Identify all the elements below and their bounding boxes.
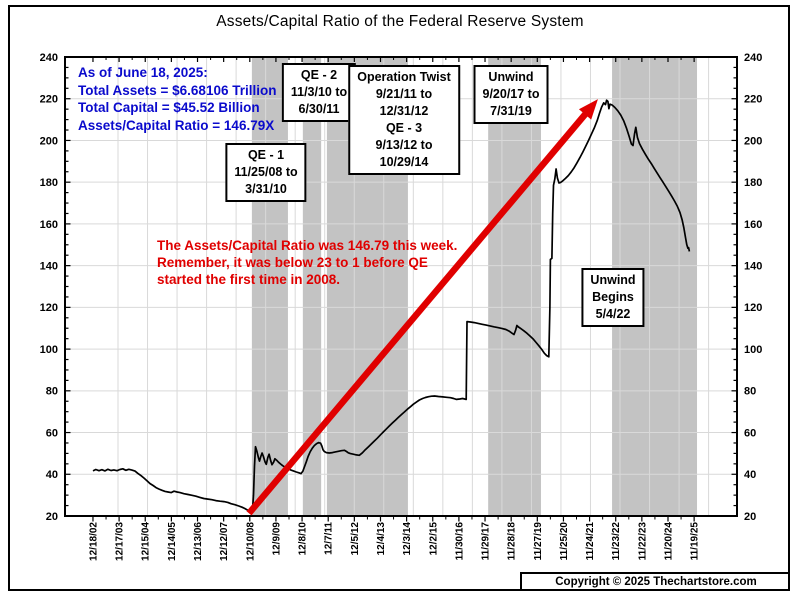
- annotation-line: Operation Twist: [357, 70, 451, 84]
- y-tick-label-left: 100: [40, 344, 58, 356]
- annotation-line: Begins: [592, 290, 634, 304]
- annotation-line: Unwind: [590, 273, 636, 287]
- info-line: As of June 18, 2025:: [78, 65, 208, 80]
- x-tick-label: 12/13/06: [193, 522, 204, 561]
- x-tick-label: 11/28/18: [507, 522, 518, 561]
- x-tick-label: 11/29/17: [481, 522, 492, 561]
- x-tick-label: 11/22/23: [637, 522, 648, 561]
- trend-arrow-shaft: [246, 109, 591, 516]
- y-tick-label-left: 240: [40, 52, 58, 64]
- annotation-box-qe1: QE - 1 11/25/08 to 3/31/10: [225, 143, 307, 202]
- y-tick-label-left: 140: [40, 260, 58, 272]
- y-tick-label-left: 200: [40, 135, 58, 147]
- info-line: Total Capital = $45.52 Billion: [78, 100, 260, 115]
- annotation-line: 11/3/10 to: [290, 85, 348, 99]
- y-tick-label-right: 20: [744, 511, 756, 523]
- qe-band-qe1: [251, 57, 288, 516]
- annotation-line: 5/4/22: [595, 307, 631, 321]
- annotation-line: 9/13/12 to: [375, 138, 433, 152]
- info-line: Assets/Capital Ratio = 146.79X: [78, 117, 275, 133]
- x-tick-label: 11/30/16: [454, 522, 465, 561]
- y-tick-label-left: 20: [46, 511, 58, 523]
- note-block: The Assets/Capital Ratio was 146.79 this…: [157, 237, 457, 288]
- qe-band-unwind1: [488, 57, 541, 516]
- x-tick-label: 11/27/19: [533, 522, 544, 561]
- x-tick-label: 12/4/13: [376, 522, 387, 556]
- x-tick-label: 12/5/12: [350, 522, 361, 556]
- x-tick-label: 11/25/20: [559, 522, 570, 561]
- annotation-line: 10/29/14: [379, 155, 429, 169]
- annotation-box-operation-twist: Operation Twist 9/21/11 to 12/31/12 QE -…: [348, 65, 460, 175]
- annotation-box-unwind-1: Unwind 9/20/17 to 7/31/19: [473, 65, 549, 124]
- y-tick-label-right: 220: [744, 94, 762, 106]
- annotation-line: 3/31/10: [245, 182, 287, 196]
- info-block: As of June 18, 2025: Total Assets = $6.6…: [78, 64, 276, 134]
- annotation-line: 12/31/12: [379, 104, 429, 118]
- y-tick-label-right: 40: [744, 469, 756, 481]
- y-tick-label-left: 80: [46, 386, 58, 398]
- x-tick-label: 11/24/21: [585, 522, 596, 561]
- x-tick-label: 12/18/02: [88, 522, 99, 561]
- x-tick-label: 12/14/05: [167, 522, 178, 561]
- x-tick-label: 11/20/24: [663, 522, 674, 561]
- x-tick-label: 12/17/03: [115, 522, 126, 561]
- info-line: Total Assets = $6.68106 Trillion: [78, 82, 277, 98]
- x-tick-label: 12/8/10: [298, 522, 309, 556]
- note-line: started the first time in 2008.: [157, 272, 341, 287]
- y-tick-label-right: 140: [744, 260, 762, 272]
- x-tick-label: 11/19/25: [690, 522, 701, 561]
- annotation-line: 9/21/11 to: [375, 87, 433, 101]
- y-tick-label-left: 40: [46, 469, 58, 481]
- annotation-line: QE - 2: [300, 68, 338, 82]
- annotation-line: 9/20/17 to: [482, 87, 540, 101]
- x-tick-label: 12/15/04: [141, 522, 152, 561]
- annotation-line: QE - 1: [247, 148, 285, 162]
- y-tick-label-left: 220: [40, 94, 58, 106]
- y-tick-label-left: 120: [40, 302, 58, 314]
- copyright: Copyright © 2025 Thechartstore.com: [520, 572, 790, 591]
- note-line: Remember, it was below 23 to 1 before QE: [157, 255, 428, 270]
- y-tick-label-left: 180: [40, 177, 58, 189]
- x-tick-label: 12/10/08: [245, 522, 256, 561]
- annotation-box-qe2: QE - 2 11/3/10 to 6/30/11: [281, 63, 357, 122]
- outer-border: [8, 5, 790, 591]
- annotation-line: 7/31/19: [490, 104, 532, 118]
- x-tick-label: 12/12/07: [219, 522, 230, 561]
- chart-title: Assets/Capital Ratio of the Federal Rese…: [216, 13, 584, 30]
- x-tick-label: 12/2/15: [428, 522, 439, 556]
- y-tick-label-right: 180: [744, 177, 762, 189]
- annotation-line: 6/30/11: [298, 102, 340, 116]
- x-tick-label: 12/9/09: [271, 522, 282, 556]
- ratio-line: [92, 99, 691, 513]
- y-tick-label-right: 200: [744, 135, 762, 147]
- annotation-line: 11/25/08 to: [234, 165, 298, 179]
- y-tick-label-right: 100: [744, 344, 762, 356]
- trend-arrow-head: [578, 99, 598, 120]
- note-line: The Assets/Capital Ratio was 146.79 this…: [157, 238, 458, 253]
- annotation-box-unwind-begins: Unwind Begins 5/4/22: [581, 268, 645, 327]
- x-tick-label: 12/3/14: [402, 522, 413, 556]
- y-tick-label-right: 80: [744, 386, 756, 398]
- y-tick-label-right: 60: [744, 427, 756, 439]
- annotation-line: QE - 3: [385, 121, 423, 135]
- y-tick-label-left: 160: [40, 219, 58, 231]
- y-tick-label-right: 120: [744, 302, 762, 314]
- y-tick-label-right: 160: [744, 219, 762, 231]
- annotation-line: Unwind: [488, 70, 534, 84]
- x-tick-label: 12/7/11: [324, 522, 335, 555]
- qe-band-qe2: [302, 57, 322, 516]
- y-tick-label-left: 60: [46, 427, 58, 439]
- x-tick-label: 11/23/22: [611, 522, 622, 561]
- y-tick-label-right: 240: [744, 52, 762, 64]
